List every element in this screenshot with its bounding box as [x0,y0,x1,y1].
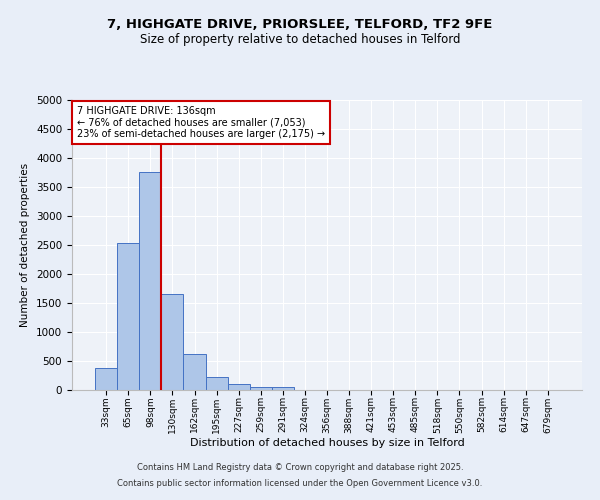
Text: Contains HM Land Registry data © Crown copyright and database right 2025.: Contains HM Land Registry data © Crown c… [137,464,463,472]
Y-axis label: Number of detached properties: Number of detached properties [20,163,31,327]
Bar [250,387,272,390]
Text: 7 HIGHGATE DRIVE: 136sqm
← 76% of detached houses are smaller (7,053)
23% of sem: 7 HIGHGATE DRIVE: 136sqm ← 76% of detach… [77,106,325,139]
X-axis label: Distribution of detached houses by size in Telford: Distribution of detached houses by size … [190,438,464,448]
Bar [206,376,227,390]
Bar [139,172,161,390]
Bar [161,294,184,390]
Text: 7, HIGHGATE DRIVE, PRIORSLEE, TELFORD, TF2 9FE: 7, HIGHGATE DRIVE, PRIORSLEE, TELFORD, T… [107,18,493,30]
Bar [227,384,250,390]
Bar [95,368,117,390]
Text: Contains public sector information licensed under the Open Government Licence v3: Contains public sector information licen… [118,478,482,488]
Bar [272,387,294,390]
Bar [117,244,139,390]
Text: Size of property relative to detached houses in Telford: Size of property relative to detached ho… [140,32,460,46]
Bar [184,354,206,390]
